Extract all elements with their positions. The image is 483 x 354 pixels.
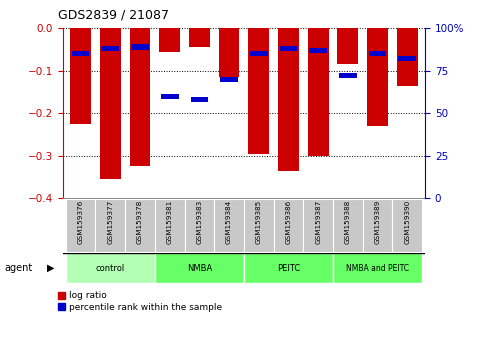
Bar bbox=[190, 97, 208, 102]
Bar bbox=[303, 199, 333, 252]
Text: control: control bbox=[96, 264, 125, 273]
Bar bbox=[363, 199, 392, 252]
Bar bbox=[72, 51, 89, 56]
Text: NMBA and PEITC: NMBA and PEITC bbox=[346, 264, 409, 273]
Bar bbox=[280, 46, 298, 51]
Bar bbox=[250, 51, 268, 56]
Bar bbox=[214, 199, 244, 252]
Text: GSM159388: GSM159388 bbox=[345, 200, 351, 244]
Text: PEITC: PEITC bbox=[277, 264, 300, 273]
Bar bbox=[155, 199, 185, 252]
Text: ▶: ▶ bbox=[47, 263, 55, 273]
Text: agent: agent bbox=[5, 263, 33, 273]
Bar bbox=[278, 28, 299, 171]
Bar bbox=[125, 199, 155, 252]
Text: GSM159387: GSM159387 bbox=[315, 200, 321, 244]
Text: GSM159378: GSM159378 bbox=[137, 200, 143, 244]
Bar bbox=[338, 28, 358, 64]
Legend: log ratio, percentile rank within the sample: log ratio, percentile rank within the sa… bbox=[57, 291, 223, 312]
Bar bbox=[131, 45, 149, 50]
Bar bbox=[273, 199, 303, 252]
Bar bbox=[129, 28, 150, 166]
Text: GSM159385: GSM159385 bbox=[256, 200, 262, 244]
Text: GSM159376: GSM159376 bbox=[78, 200, 84, 244]
Bar bbox=[367, 28, 388, 126]
Bar bbox=[309, 48, 327, 53]
Bar bbox=[333, 253, 422, 283]
Text: GSM159384: GSM159384 bbox=[226, 200, 232, 244]
Bar bbox=[333, 199, 363, 252]
Bar bbox=[70, 28, 91, 124]
Text: GDS2839 / 21087: GDS2839 / 21087 bbox=[58, 9, 169, 22]
Bar bbox=[185, 199, 214, 252]
Bar bbox=[308, 28, 328, 156]
Text: NMBA: NMBA bbox=[187, 264, 212, 273]
Bar bbox=[66, 253, 155, 283]
Bar bbox=[397, 28, 418, 86]
Bar bbox=[369, 51, 386, 56]
Bar bbox=[155, 253, 244, 283]
Text: GSM159381: GSM159381 bbox=[167, 200, 173, 244]
Bar bbox=[219, 28, 240, 77]
Bar bbox=[189, 28, 210, 47]
Bar bbox=[244, 253, 333, 283]
Text: GSM159383: GSM159383 bbox=[197, 200, 202, 244]
Text: GSM159390: GSM159390 bbox=[404, 200, 410, 244]
Text: GSM159389: GSM159389 bbox=[374, 200, 381, 244]
Bar bbox=[392, 199, 422, 252]
Bar bbox=[339, 73, 356, 79]
Bar bbox=[220, 77, 238, 82]
Text: GSM159377: GSM159377 bbox=[107, 200, 114, 244]
Bar bbox=[100, 28, 121, 179]
Bar bbox=[66, 199, 96, 252]
Bar bbox=[96, 199, 125, 252]
Bar bbox=[398, 56, 416, 62]
Bar bbox=[244, 199, 273, 252]
Bar bbox=[159, 28, 180, 52]
Bar bbox=[248, 28, 269, 154]
Bar bbox=[161, 94, 179, 99]
Bar bbox=[101, 46, 119, 51]
Text: GSM159386: GSM159386 bbox=[285, 200, 291, 244]
